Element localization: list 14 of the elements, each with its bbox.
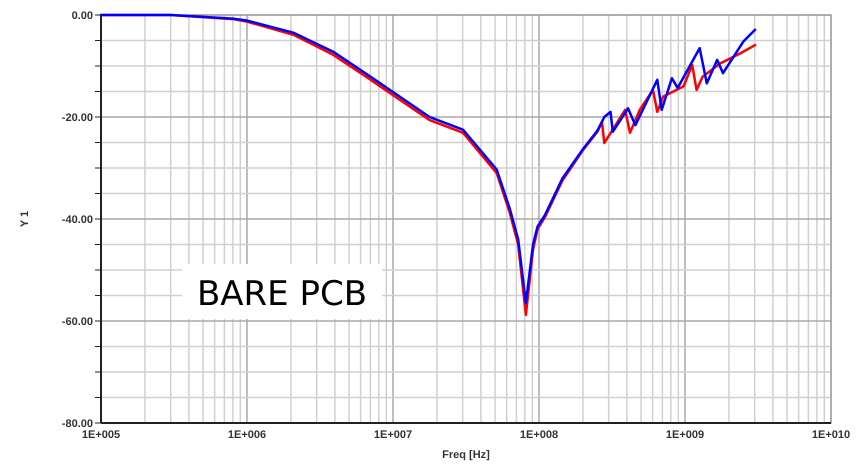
x-tick-label: 1E+009: [666, 429, 704, 441]
y-tick-label: -60.00: [62, 316, 93, 328]
annotation: BARE PCB: [196, 274, 368, 314]
x-tick-label: 1E+006: [228, 429, 266, 441]
y-tick-label: -80.00: [62, 418, 93, 430]
x-tick-label: 1E+005: [82, 429, 120, 441]
y-tick-label: 0.00: [72, 10, 93, 22]
x-tick-label: 1E+007: [374, 429, 412, 441]
y-tick-label: -20.00: [62, 112, 93, 124]
x-tick-label: 1E+008: [520, 429, 558, 441]
x-axis-title: Freq [Hz]: [442, 449, 490, 461]
x-tick-label: 1E+010: [812, 429, 850, 441]
y-axis-title: Y 1: [19, 210, 31, 228]
y-tick-label: -40.00: [62, 214, 93, 226]
